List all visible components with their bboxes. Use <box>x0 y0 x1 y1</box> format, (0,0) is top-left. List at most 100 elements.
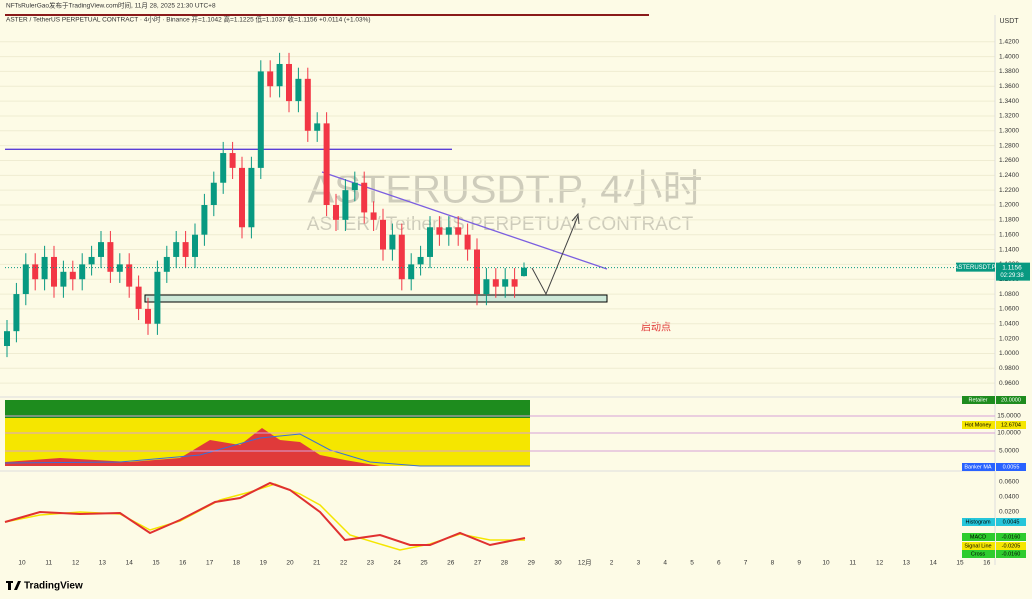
price-tag-text: 1.1156 <box>1002 264 1022 271</box>
y-tick-label: 1.2600 <box>999 157 1019 164</box>
candle-body <box>323 123 330 205</box>
candle-body <box>210 182 217 205</box>
y-tick-label: 1.0000 <box>999 350 1019 357</box>
x-tick-label: 18 <box>233 560 241 567</box>
x-tick-label: 5 <box>690 560 694 567</box>
candle-body <box>333 205 339 220</box>
candle-body <box>173 242 180 257</box>
candle-body <box>417 256 424 265</box>
candle-body <box>370 212 377 220</box>
candle-body <box>220 153 227 183</box>
indicator-tick-label: 5.0000 <box>999 448 1019 455</box>
y-tick-label: 1.1400 <box>999 246 1019 253</box>
y-tick-label: 1.3000 <box>999 128 1019 135</box>
annotation: 启动点 <box>641 321 671 334</box>
candle-body <box>69 271 76 280</box>
banker-area <box>5 428 530 466</box>
y-tick-label: 1.0800 <box>999 291 1019 298</box>
y-tick-label: 0.9600 <box>999 380 1019 387</box>
x-tick-label: 30 <box>554 560 562 567</box>
logo: TradingView <box>24 581 83 592</box>
x-tick-label: 16 <box>983 560 991 567</box>
x-tick-label: 13 <box>903 560 911 567</box>
indicator-tick-label: 0.0600 <box>999 479 1019 486</box>
indicator-name-tag <box>962 463 995 471</box>
x-tick-label: 20 <box>286 560 294 567</box>
candle-body <box>98 242 104 257</box>
indicator-tick-label: 15.0000 <box>997 413 1021 420</box>
indicator-name: Retailer <box>969 397 988 403</box>
candle-body <box>145 308 151 324</box>
y-tick-label: 1.0400 <box>999 320 1019 327</box>
candle-body <box>13 294 20 332</box>
indicator-tick-label: 0.0400 <box>999 494 1019 501</box>
y-tick-label: 1.2800 <box>999 142 1019 149</box>
y-tick-label: 1.3800 <box>999 68 1019 75</box>
x-tick-label: 16 <box>179 560 187 567</box>
symbol-line: ASTER / TetherUS PERPETUAL CONTRACT · 4小… <box>6 15 371 24</box>
y-tick-label: 1.3200 <box>999 113 1019 120</box>
candle-body <box>88 256 95 265</box>
x-tick-label: 17 <box>206 560 214 567</box>
y-tick-label: 0.9800 <box>999 365 1019 372</box>
y-tick-label: 1.3400 <box>999 98 1019 105</box>
countdown: 02:29:38 <box>1000 273 1024 279</box>
x-tick-label: 9 <box>797 560 801 567</box>
footer <box>0 576 1032 599</box>
x-tick-label: 28 <box>501 560 509 567</box>
candle-body <box>408 264 415 280</box>
x-tick-label: 15 <box>152 560 160 567</box>
logo-icon <box>6 581 21 590</box>
x-tick-label: 23 <box>367 560 375 567</box>
indicator-name: Cross <box>971 551 986 557</box>
indicator-name: Signal Line <box>964 543 991 549</box>
indicator-value-tag <box>996 396 1026 404</box>
x-tick-label: 10 <box>822 560 830 567</box>
indicator-name-tag <box>962 396 995 404</box>
x-tick-label: 22 <box>340 560 348 567</box>
candle-body <box>192 234 198 257</box>
candle-body <box>436 227 443 235</box>
candle-body <box>107 242 114 272</box>
indicator-name-tag <box>962 542 995 550</box>
candle-body <box>380 219 386 250</box>
candle-body <box>286 63 292 102</box>
indicator-value: 12.6704 <box>1001 422 1021 428</box>
indicator-value-tag <box>996 533 1026 541</box>
indicator-value: 0.0045 <box>1003 519 1020 525</box>
y-tick-label: 1.2000 <box>999 202 1019 209</box>
candle-body <box>492 279 499 287</box>
candle-body <box>276 63 283 87</box>
x-tick-label: 12 <box>876 560 884 567</box>
watermark-subtitle: ASTER / TetherUS PERPETUAL CONTRACT <box>307 214 694 235</box>
x-tick-label: 3 <box>637 560 641 567</box>
x-tick-label: 13 <box>99 560 107 567</box>
indicator-name-tag <box>962 421 995 429</box>
y-tick-label: 1.4000 <box>999 53 1019 60</box>
macd-line <box>4 481 526 547</box>
candle-body <box>351 182 358 191</box>
indicator-name: Histogram <box>965 519 990 525</box>
candle-body <box>201 205 208 235</box>
x-tick-label: 21 <box>313 560 321 567</box>
x-tick-label: 25 <box>420 560 428 567</box>
candle-body <box>361 182 368 213</box>
candle-body <box>295 78 302 102</box>
candle-body <box>304 78 311 131</box>
candle-body <box>342 190 349 220</box>
x-tick-label: 2 <box>610 560 614 567</box>
projection-arrow <box>531 212 580 296</box>
candle-body <box>32 264 39 280</box>
x-tick-label: 8 <box>771 560 775 567</box>
candle-body <box>455 227 462 235</box>
top-bar <box>5 14 649 16</box>
x-tick-label: 11 <box>45 560 52 567</box>
candle-body <box>267 71 274 87</box>
y-tick-label: 1.4200 <box>999 38 1019 45</box>
retailer-area <box>5 400 530 418</box>
candle-body <box>427 227 433 257</box>
publisher: NFTsRulerGao发布于TradingView.com时间, 11月 28… <box>6 1 216 10</box>
price-tag <box>996 262 1030 281</box>
y-tick-label: 1.2200 <box>999 187 1019 194</box>
indicator-value-tag <box>996 550 1026 558</box>
